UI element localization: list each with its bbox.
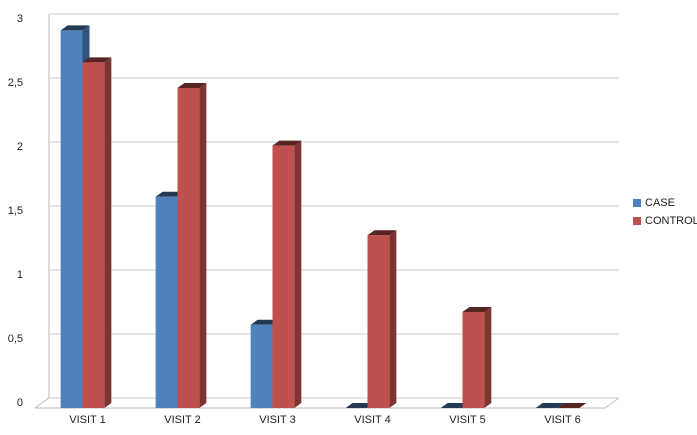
bar	[367, 230, 397, 408]
y-tick-label: 0,5	[8, 333, 23, 345]
bar-face	[367, 235, 390, 408]
y-tick-label: 0	[17, 397, 23, 409]
bar-face	[484, 307, 492, 408]
bar-face	[345, 403, 375, 408]
bar-face	[155, 196, 178, 408]
bar-face	[250, 319, 280, 325]
bar-face	[177, 83, 207, 88]
bar	[82, 57, 112, 409]
bar-face	[462, 312, 485, 408]
bar-face	[82, 57, 112, 63]
bar-face	[104, 57, 112, 409]
bar-face	[250, 324, 273, 408]
legend-swatch	[633, 199, 641, 207]
bar-face	[557, 403, 587, 408]
x-tick-label: VISIT 4	[354, 414, 390, 426]
bar-face	[272, 145, 295, 408]
legend-swatch	[633, 217, 641, 225]
bar-face	[462, 307, 492, 312]
y-tick-label: 2,5	[8, 77, 23, 89]
bar	[557, 403, 587, 408]
bar-face	[294, 140, 302, 408]
axis-line	[604, 397, 620, 409]
bar	[535, 403, 565, 408]
bar	[177, 83, 207, 408]
bar-face	[367, 230, 397, 236]
x-tick-label: VISIT 5	[449, 414, 485, 426]
x-tick-label: VISIT 1	[69, 414, 105, 426]
bar	[345, 403, 375, 408]
y-tick-label: 1,5	[8, 205, 23, 217]
x-tick-label: VISIT 3	[259, 414, 295, 426]
bar-face	[535, 403, 565, 408]
bar	[462, 307, 492, 408]
bar	[272, 140, 302, 408]
x-tick-label: VISIT 2	[164, 414, 200, 426]
y-tick-label: 3	[17, 13, 23, 25]
bar-face	[177, 88, 200, 408]
bar-face	[155, 191, 185, 197]
bar-face	[272, 140, 302, 146]
bar-face	[60, 30, 83, 409]
y-tick-label: 1	[17, 269, 23, 281]
bar	[440, 403, 470, 408]
axis-line	[34, 397, 50, 409]
bar-face	[60, 25, 90, 31]
bar-face	[82, 62, 105, 409]
x-tick-label: VISIT 6	[544, 414, 580, 426]
y-tick-label: 2	[17, 141, 23, 153]
legend-label: CONTROL	[645, 215, 697, 227]
bar-face	[389, 230, 397, 408]
bar-face	[440, 403, 470, 408]
legend-label: CASE	[645, 197, 675, 209]
bar-face	[199, 83, 207, 408]
